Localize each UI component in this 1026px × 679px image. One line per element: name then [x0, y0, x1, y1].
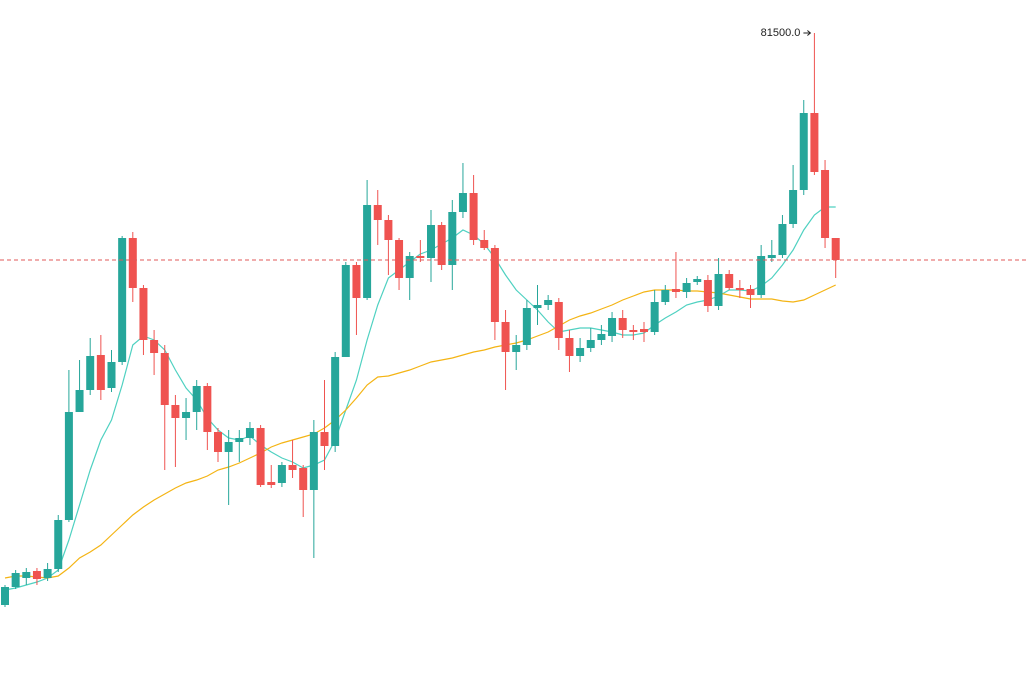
candle-body — [352, 265, 361, 298]
candle-body — [458, 193, 467, 212]
candle-body — [277, 465, 286, 483]
candle-body — [501, 322, 510, 352]
candle-body — [661, 290, 670, 302]
ma-line — [4, 284, 836, 579]
candle-body — [384, 220, 393, 240]
candle-body — [586, 340, 595, 348]
candle-body — [235, 438, 244, 442]
candle-body — [629, 330, 638, 332]
candle-body — [160, 353, 169, 405]
candle-body — [703, 280, 712, 306]
candle-body — [256, 428, 265, 485]
candle-body — [565, 338, 574, 356]
candle-body — [203, 386, 212, 432]
candle-body — [746, 289, 755, 295]
candle-body — [224, 442, 233, 452]
candle-body — [469, 193, 478, 240]
candle-body — [725, 274, 734, 288]
candle-body — [320, 432, 329, 446]
candle-body — [118, 238, 127, 362]
candle-body — [799, 113, 808, 190]
candle-body — [341, 265, 350, 357]
candle-body — [373, 205, 382, 220]
candle-body — [480, 240, 489, 248]
candle-body — [171, 405, 180, 418]
candle-body — [522, 308, 531, 345]
annotation-arrow — [803, 30, 812, 36]
candle-body — [416, 256, 425, 258]
candle-body — [512, 345, 521, 352]
candle-body — [214, 432, 222, 452]
candle-body — [618, 318, 627, 330]
candle-body — [490, 248, 499, 322]
candle-body — [437, 225, 446, 265]
candle-body — [810, 113, 819, 172]
candle-body — [693, 279, 702, 282]
candle-body — [714, 274, 723, 306]
candle-body — [128, 238, 137, 288]
candle-body — [735, 288, 744, 290]
candle-body — [682, 283, 691, 292]
candle-body — [139, 288, 148, 340]
candle-body — [32, 571, 41, 579]
candle-body — [288, 465, 297, 470]
candle-body — [533, 305, 542, 308]
candle-body — [405, 256, 414, 278]
candle-body — [640, 329, 648, 332]
candle-body — [267, 482, 276, 485]
candle-body — [75, 390, 84, 412]
candle-body — [757, 256, 766, 295]
candle-body — [831, 238, 840, 260]
candle-body — [309, 432, 318, 490]
candle-body — [86, 356, 95, 390]
candle-body — [150, 340, 159, 353]
candle-body — [789, 190, 798, 224]
candle-body — [576, 348, 585, 356]
candle-body — [64, 412, 73, 520]
candle-body — [54, 520, 63, 569]
candle-body — [1, 587, 9, 605]
candle-body — [11, 573, 20, 587]
candle-body — [192, 386, 201, 412]
candle-body — [650, 302, 659, 332]
candle-body — [107, 362, 116, 388]
candle-body — [22, 572, 31, 578]
candle-body — [427, 225, 435, 258]
candle-body — [182, 412, 191, 418]
candle-body — [96, 355, 105, 390]
candle-body — [299, 468, 308, 490]
candle-body — [671, 289, 680, 292]
candle-body — [448, 212, 457, 265]
candle-body — [395, 240, 404, 278]
high-annotation: 81500.0 — [761, 27, 801, 39]
candle-body — [778, 224, 787, 255]
candle-body — [331, 357, 340, 446]
candle-body — [43, 569, 52, 578]
candle-body — [544, 300, 553, 305]
candle-body — [767, 255, 776, 258]
candle-body — [821, 170, 830, 238]
candle-body — [608, 318, 617, 336]
candle-body — [554, 302, 563, 338]
candle-body — [597, 334, 606, 340]
candle-body — [363, 205, 372, 298]
candle-body — [245, 428, 254, 438]
